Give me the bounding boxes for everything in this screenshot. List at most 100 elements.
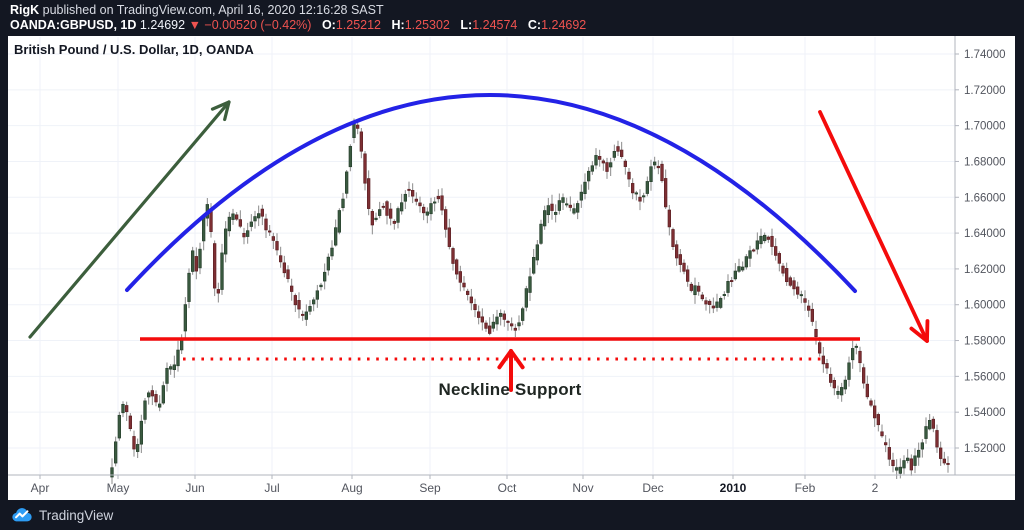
candle-body bbox=[627, 171, 631, 180]
high-value: 1.25302 bbox=[404, 18, 450, 32]
candle-body bbox=[132, 436, 136, 450]
candle-body bbox=[253, 216, 257, 222]
candle-body bbox=[264, 218, 268, 231]
candle-body bbox=[216, 289, 220, 294]
candle-body bbox=[374, 217, 378, 220]
candle-body bbox=[473, 304, 477, 311]
candle-body bbox=[356, 124, 360, 129]
candle-body bbox=[183, 304, 187, 332]
candle-body bbox=[781, 265, 785, 274]
candle-body bbox=[598, 156, 602, 160]
candle-body bbox=[301, 313, 305, 316]
candle-body bbox=[359, 131, 363, 152]
price-tick-label: 1.70000 bbox=[964, 121, 1006, 133]
candle-body bbox=[125, 405, 129, 413]
candle-body bbox=[711, 305, 715, 309]
candle-body bbox=[180, 339, 184, 351]
candle-body bbox=[484, 322, 488, 329]
candle-body bbox=[774, 246, 778, 256]
candle-body bbox=[407, 188, 411, 191]
price-tick-label: 1.72000 bbox=[964, 85, 1006, 97]
candle-body bbox=[488, 325, 492, 334]
candle-body bbox=[788, 277, 792, 286]
open-key: O: bbox=[321, 18, 336, 32]
candle-body bbox=[198, 248, 202, 269]
close-value: 1.24692 bbox=[541, 18, 587, 32]
candle-body bbox=[114, 441, 118, 464]
candle-body bbox=[832, 380, 836, 389]
candle-body bbox=[763, 234, 767, 242]
candle-body bbox=[697, 285, 701, 292]
candle-body bbox=[444, 209, 448, 230]
candle-body bbox=[136, 444, 140, 452]
candle-body bbox=[231, 213, 235, 220]
low-value: 1.24574 bbox=[472, 18, 518, 32]
candle-body bbox=[154, 394, 158, 403]
candle-body bbox=[213, 243, 217, 289]
candle-body bbox=[433, 201, 437, 204]
candle-body bbox=[576, 203, 580, 213]
candle-body bbox=[202, 217, 206, 242]
candle-body bbox=[858, 350, 862, 364]
candle-body bbox=[363, 153, 367, 184]
candle-body bbox=[818, 342, 822, 354]
candle-body bbox=[785, 268, 789, 283]
candle-body bbox=[942, 458, 946, 464]
candle-body bbox=[565, 203, 569, 206]
candle-body bbox=[334, 227, 338, 246]
time-tick-label: Nov bbox=[572, 481, 593, 495]
candle-body bbox=[161, 385, 165, 404]
candle-body bbox=[165, 367, 169, 384]
candle-body bbox=[260, 208, 264, 217]
candle-body bbox=[631, 183, 635, 194]
candle-body bbox=[862, 367, 866, 384]
candle-body bbox=[293, 295, 297, 306]
time-tick-label: Apr bbox=[31, 481, 50, 495]
candle-body bbox=[752, 249, 756, 252]
candle-body bbox=[909, 458, 913, 471]
candle-body bbox=[378, 209, 382, 216]
candle-body bbox=[843, 379, 847, 390]
price-axis-background bbox=[955, 36, 1015, 475]
candle-body bbox=[370, 211, 374, 226]
candle-body bbox=[224, 228, 228, 255]
downtrend-arrow bbox=[818, 110, 929, 343]
candle-body bbox=[458, 271, 462, 283]
price-tick-label: 1.66000 bbox=[964, 192, 1006, 204]
candle-body bbox=[799, 294, 803, 297]
candle-body bbox=[546, 205, 550, 216]
candle-body bbox=[147, 392, 151, 398]
candle-body bbox=[308, 306, 312, 312]
candle-body bbox=[227, 216, 231, 232]
candle-body bbox=[187, 272, 191, 302]
high-key: H: bbox=[391, 18, 405, 32]
candle-body bbox=[139, 420, 143, 445]
candle-body bbox=[535, 244, 539, 261]
candle-body bbox=[777, 253, 781, 264]
candle-body bbox=[594, 155, 598, 166]
time-tick-label: Oct bbox=[498, 481, 517, 495]
candle-body bbox=[620, 149, 624, 157]
candle-body bbox=[884, 442, 888, 446]
tradingview-logo-icon[interactable] bbox=[11, 504, 33, 526]
low-key: L: bbox=[460, 18, 473, 32]
candle-body bbox=[176, 349, 180, 367]
rounded-top-arc bbox=[125, 93, 857, 293]
candle-body bbox=[414, 198, 418, 202]
candle-body bbox=[693, 285, 697, 296]
candle-body bbox=[821, 355, 825, 365]
candle-body bbox=[169, 366, 173, 370]
candle-body bbox=[290, 285, 294, 292]
tradingview-brand-text[interactable]: TradingView bbox=[39, 507, 114, 523]
candle-body bbox=[660, 163, 664, 182]
candle-body bbox=[319, 284, 323, 288]
footer-bar: TradingView bbox=[0, 500, 1024, 530]
candle-body bbox=[895, 467, 899, 471]
candle-body bbox=[814, 328, 818, 337]
candle-body bbox=[455, 259, 459, 275]
candle-body bbox=[891, 459, 895, 467]
candle-body bbox=[931, 418, 935, 429]
candle-body bbox=[928, 420, 932, 430]
candle-body bbox=[532, 257, 536, 274]
